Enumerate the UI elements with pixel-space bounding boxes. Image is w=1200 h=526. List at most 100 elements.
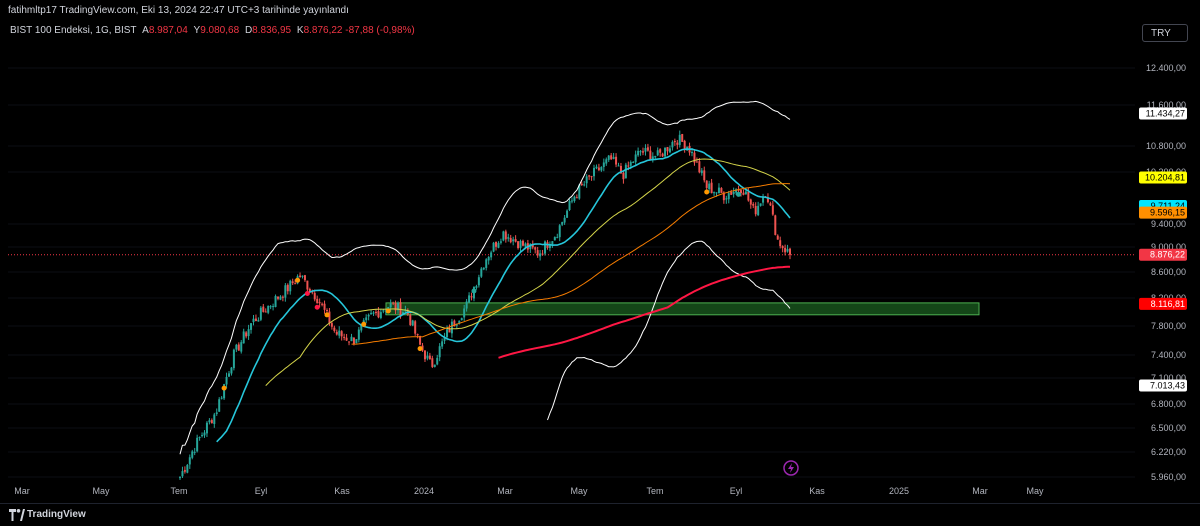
x-tick-label: Mar (14, 486, 30, 496)
y-tick-label: 10.800,00 (1146, 141, 1186, 151)
candle-body (225, 376, 228, 385)
candle-body (634, 154, 637, 163)
candle-body (220, 397, 223, 399)
upper-band-line (179, 100, 791, 455)
candle-body (328, 311, 331, 324)
candle-body (453, 320, 456, 327)
lightning-icon[interactable] (783, 460, 799, 476)
candle-body (695, 161, 698, 163)
candle-body (600, 167, 603, 171)
candle-body (649, 150, 652, 160)
y-tick-label: 5.960,00 (1151, 472, 1186, 482)
candle-body (208, 420, 211, 423)
candle-body (521, 240, 524, 246)
candle-body (504, 231, 507, 240)
price-badge: 9.596,15 (1139, 206, 1187, 219)
candle-body (774, 215, 777, 235)
candle-body (708, 183, 711, 190)
symbol-name[interactable]: BIST 100 Endeksi, 1G, BIST (10, 25, 137, 36)
candle-body (335, 331, 338, 335)
candle-body (299, 275, 302, 277)
x-tick-label: Mar (972, 486, 988, 496)
low-label: D (244, 25, 253, 36)
candle-body (487, 257, 490, 261)
price-badge: 8.116,81 (1139, 297, 1187, 310)
x-tick-label: May (570, 486, 588, 496)
ma-20-line (216, 148, 791, 443)
high-value: 9.080,68 (200, 25, 240, 36)
candle-body (470, 296, 473, 298)
candle-body (737, 189, 740, 191)
tradingview-logo-icon[interactable] (9, 509, 25, 521)
candle-body (637, 150, 640, 156)
candle-body (740, 190, 743, 194)
candle-body (264, 311, 267, 313)
candle-body (742, 192, 745, 195)
candle-body (387, 306, 390, 310)
candle-body (426, 355, 429, 359)
candle-body (316, 298, 319, 304)
ma-50-line (265, 158, 791, 386)
candle-body (492, 242, 495, 252)
candle-body (252, 318, 255, 323)
candle-body (409, 315, 412, 325)
candle-body (730, 192, 733, 195)
x-tick-label: Kas (334, 486, 350, 496)
candle-body (325, 310, 328, 312)
candle-body (676, 142, 679, 145)
x-tick-label: Tem (170, 486, 187, 496)
close-value: 8.876,22 (303, 25, 343, 36)
candle-body (254, 318, 257, 322)
candle-body (201, 435, 204, 437)
candle-body (499, 241, 502, 243)
candle-body (747, 191, 750, 201)
candle-body (179, 477, 181, 479)
candle-body (627, 165, 630, 167)
candle-body (771, 205, 774, 215)
symbol-legend: BIST 100 Endeksi, 1G, BIST A8.987,04 Y9.… (10, 25, 415, 36)
y-tick-label: 6.220,00 (1151, 447, 1186, 457)
candle-body (210, 420, 213, 424)
candle-body (311, 291, 314, 293)
price-badge-label: 9.711,24 (1151, 201, 1185, 211)
candle-body (433, 364, 436, 367)
candle-body (681, 134, 684, 142)
candle-body (313, 292, 316, 300)
candle-body (306, 280, 309, 290)
candle-body (531, 243, 534, 248)
candle-body (752, 203, 755, 206)
candle-body (607, 155, 610, 160)
candle-body (646, 147, 649, 151)
time-axis[interactable]: Mar May Tem Eyl Kas 2024 Mar May Tem Eyl Kas 2025 Ma… (14, 486, 1044, 496)
candle-body (377, 311, 380, 318)
candle-body (529, 243, 532, 250)
candle-body (357, 329, 360, 340)
candle-body (215, 412, 218, 414)
candle-body (343, 336, 346, 338)
candle-body (330, 323, 333, 327)
y-tick-label: 9.000,00 (1151, 242, 1186, 252)
x-tick-label: Mar (497, 486, 513, 496)
candle-body (482, 267, 485, 270)
footer-brand[interactable]: TradingView (27, 509, 86, 520)
y-tick-label: 6.800,00 (1151, 399, 1186, 409)
price-axis[interactable]: 12.400,0011.600,0010.800,0010.300,009.40… (1146, 63, 1186, 482)
candle-body (399, 302, 402, 316)
price-badge: 7.013,43 (1139, 379, 1187, 392)
candle-body (475, 286, 478, 288)
signal-dot (324, 312, 330, 318)
candle-body (578, 184, 581, 199)
candle-body (622, 172, 625, 180)
candle-body (463, 308, 466, 318)
candle-body (301, 275, 304, 277)
candle-body (367, 314, 370, 317)
candle-body (348, 341, 351, 343)
x-tick-label: Kas (809, 486, 825, 496)
candle-body (227, 373, 230, 377)
signal-dot (471, 288, 477, 294)
candle-body (548, 245, 551, 248)
currency-button[interactable]: TRY (1142, 24, 1188, 42)
candle-body (242, 331, 245, 344)
candle-body (779, 240, 782, 247)
